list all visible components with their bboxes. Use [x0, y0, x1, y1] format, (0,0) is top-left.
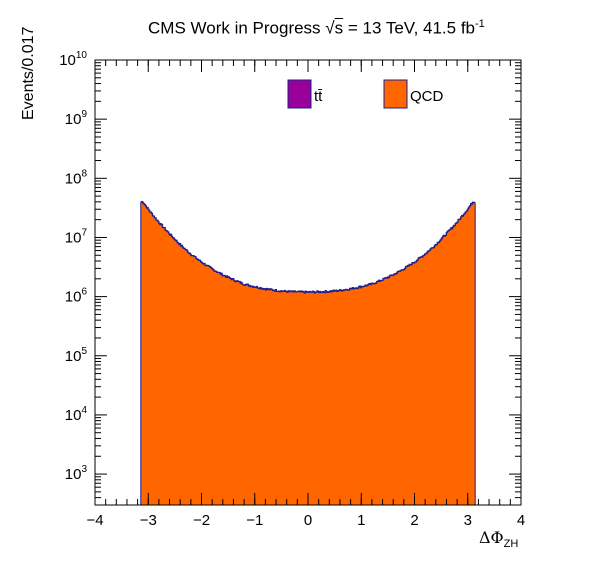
legend-label: tt̄	[314, 88, 323, 105]
y-tick-label: 106	[65, 287, 88, 306]
x-tick-label: 1	[357, 512, 365, 529]
y-tick-label: 107	[65, 227, 88, 246]
y-tick-label: 103	[65, 464, 88, 483]
x-tick-label: −2	[193, 512, 210, 529]
y-tick-label: 105	[65, 346, 88, 365]
legend-label: QCD	[410, 88, 444, 105]
y-tick-label: 1010	[59, 50, 87, 69]
y-tick-label: 108	[65, 168, 88, 187]
y-tick-label: 109	[65, 109, 88, 128]
legend-swatch	[383, 79, 408, 109]
title-sqrt-symbol: √	[325, 18, 335, 38]
legend-swatch	[287, 79, 312, 109]
x-axis-label: ΔΦZH	[479, 528, 518, 550]
title-energy: = 13 TeV, 41.5 fb	[343, 18, 476, 38]
x-tick-label: −4	[86, 512, 103, 529]
x-axis-label-sub: ZH	[503, 538, 519, 551]
title-sqrt-var: s	[334, 18, 344, 38]
x-tick-label: 3	[464, 512, 472, 529]
x-tick-label: 2	[410, 512, 418, 529]
series-stack-outline	[140, 201, 476, 294]
x-tick-label: 4	[517, 512, 525, 529]
x-tick-label: −3	[140, 512, 157, 529]
title-lumi-exponent: -1	[475, 18, 485, 30]
x-tick-label: 0	[304, 512, 312, 529]
x-axis-label-main: ΔΦ	[479, 528, 504, 547]
y-tick-label: 104	[65, 405, 88, 424]
x-tick-label: −1	[246, 512, 263, 529]
title-prefix: CMS Work in Progress	[148, 18, 321, 38]
chart-title: CMS Work in Progress √s = 13 TeV, 41.5 f…	[148, 18, 485, 39]
series-qcd-area	[140, 201, 476, 505]
